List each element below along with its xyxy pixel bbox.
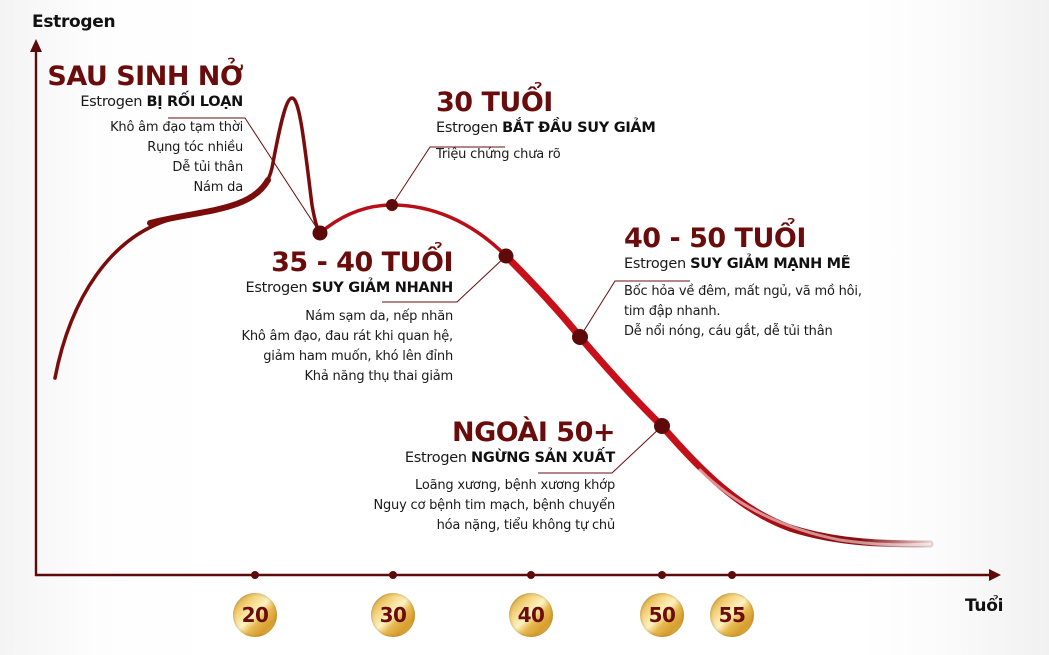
leader-age30 (391, 146, 505, 206)
annotation-subtitle: Estrogen SUY GIẢM MẠNH MẼ (624, 256, 851, 272)
leader-age40-50 (579, 280, 690, 338)
x-axis-label: Tuổi (965, 596, 1004, 616)
symptom: tim đập nhanh. (624, 304, 721, 319)
symptom: Khô âm đạo, đau rát khi quan hệ, (241, 329, 454, 344)
annotation-subtitle: Estrogen NGỪNG SẢN XUẤT (404, 450, 615, 466)
annotation-age30: 30 TUỔI Estrogen BẮT ĐẦU SUY GIẢM Triệu … (436, 87, 656, 165)
age-coin-55: 55 (710, 593, 754, 637)
marker-age35-40 (498, 248, 514, 264)
annotation-subtitle: Estrogen SUY GIẢM NHANH (245, 280, 454, 296)
age-coin-20: 20 (233, 593, 277, 637)
annotation-title: 30 TUỔI (436, 87, 553, 118)
annotation-age40-50: 40 - 50 TUỔI Estrogen SUY GIẢM MẠNH MẼ B… (624, 224, 862, 342)
x-tick-20 (251, 571, 259, 579)
symptom: Nám sạm da, nếp nhăn (305, 309, 453, 324)
annotation-age35-40: 35 - 40 TUỔI Estrogen SUY GIẢM NHANH Nám… (242, 248, 454, 387)
x-tick-55 (728, 571, 736, 579)
leader-postpartum (168, 117, 321, 234)
symptom: Triệu chứng chưa rõ (436, 147, 561, 162)
age-coin-50: 50 (640, 593, 684, 637)
leader-lines (168, 117, 690, 474)
marker-age40-50 (572, 329, 588, 345)
symptom: Nám da (193, 180, 243, 195)
annotation-title: SAU SINH NỞ (47, 61, 243, 92)
symptom: giảm ham muốn, khó lên đỉnh (263, 349, 453, 364)
curve-markers (312, 199, 670, 434)
marker-postpartum (312, 225, 328, 241)
marker-age30 (386, 199, 398, 211)
annotation-subtitle: Estrogen BỊ RỐI LOẠN (80, 94, 243, 110)
annotation-title: NGOÀI 50+ (451, 417, 616, 448)
symptom: Khả năng thụ thai giảm (304, 369, 453, 384)
symptom: Rụng tóc nhiều (147, 140, 243, 155)
symptom: hóa nặng, tiểu không tự chủ (436, 518, 616, 533)
x-tick-30 (389, 571, 397, 579)
symptom: Loãng xương, bệnh xương khớp (415, 478, 615, 493)
symptom: Dễ nổi nóng, cáu gắt, dễ tủi thân (624, 324, 833, 339)
y-axis-label: Estrogen (32, 12, 116, 32)
annotation-postpartum: SAU SINH NỞ Estrogen BỊ RỐI LOẠN Khô âm … (47, 62, 243, 198)
symptom: Bốc hỏa về đêm, mất ngủ, vã mồ hôi, (624, 284, 862, 299)
x-tick-40 (527, 571, 535, 579)
x-tick-50 (658, 571, 666, 579)
annotation-over50: NGOÀI 50+ Estrogen NGỪNG SẢN XUẤT Loãng … (373, 418, 615, 536)
age-coin-30: 30 (371, 593, 415, 637)
symptom: Dễ tủi thân (172, 160, 243, 175)
symptom: Khô âm đạo tạm thời (110, 120, 243, 135)
leader-age35-40 (382, 255, 507, 303)
age-coin-40: 40 (509, 593, 553, 637)
axes (30, 39, 1001, 581)
annotation-title: 35 - 40 TUỔI (271, 247, 453, 278)
marker-over50 (654, 418, 670, 434)
x-axis-arrow-icon (989, 569, 1001, 581)
annotation-subtitle: Estrogen BẮT ĐẦU SUY GIẢM (436, 120, 656, 136)
annotation-title: 40 - 50 TUỔI (624, 223, 806, 254)
leader-over50 (538, 425, 663, 474)
symptom: Nguy cơ bệnh tim mạch, bệnh chuyển (373, 498, 615, 513)
y-axis-arrow-icon (30, 39, 42, 52)
